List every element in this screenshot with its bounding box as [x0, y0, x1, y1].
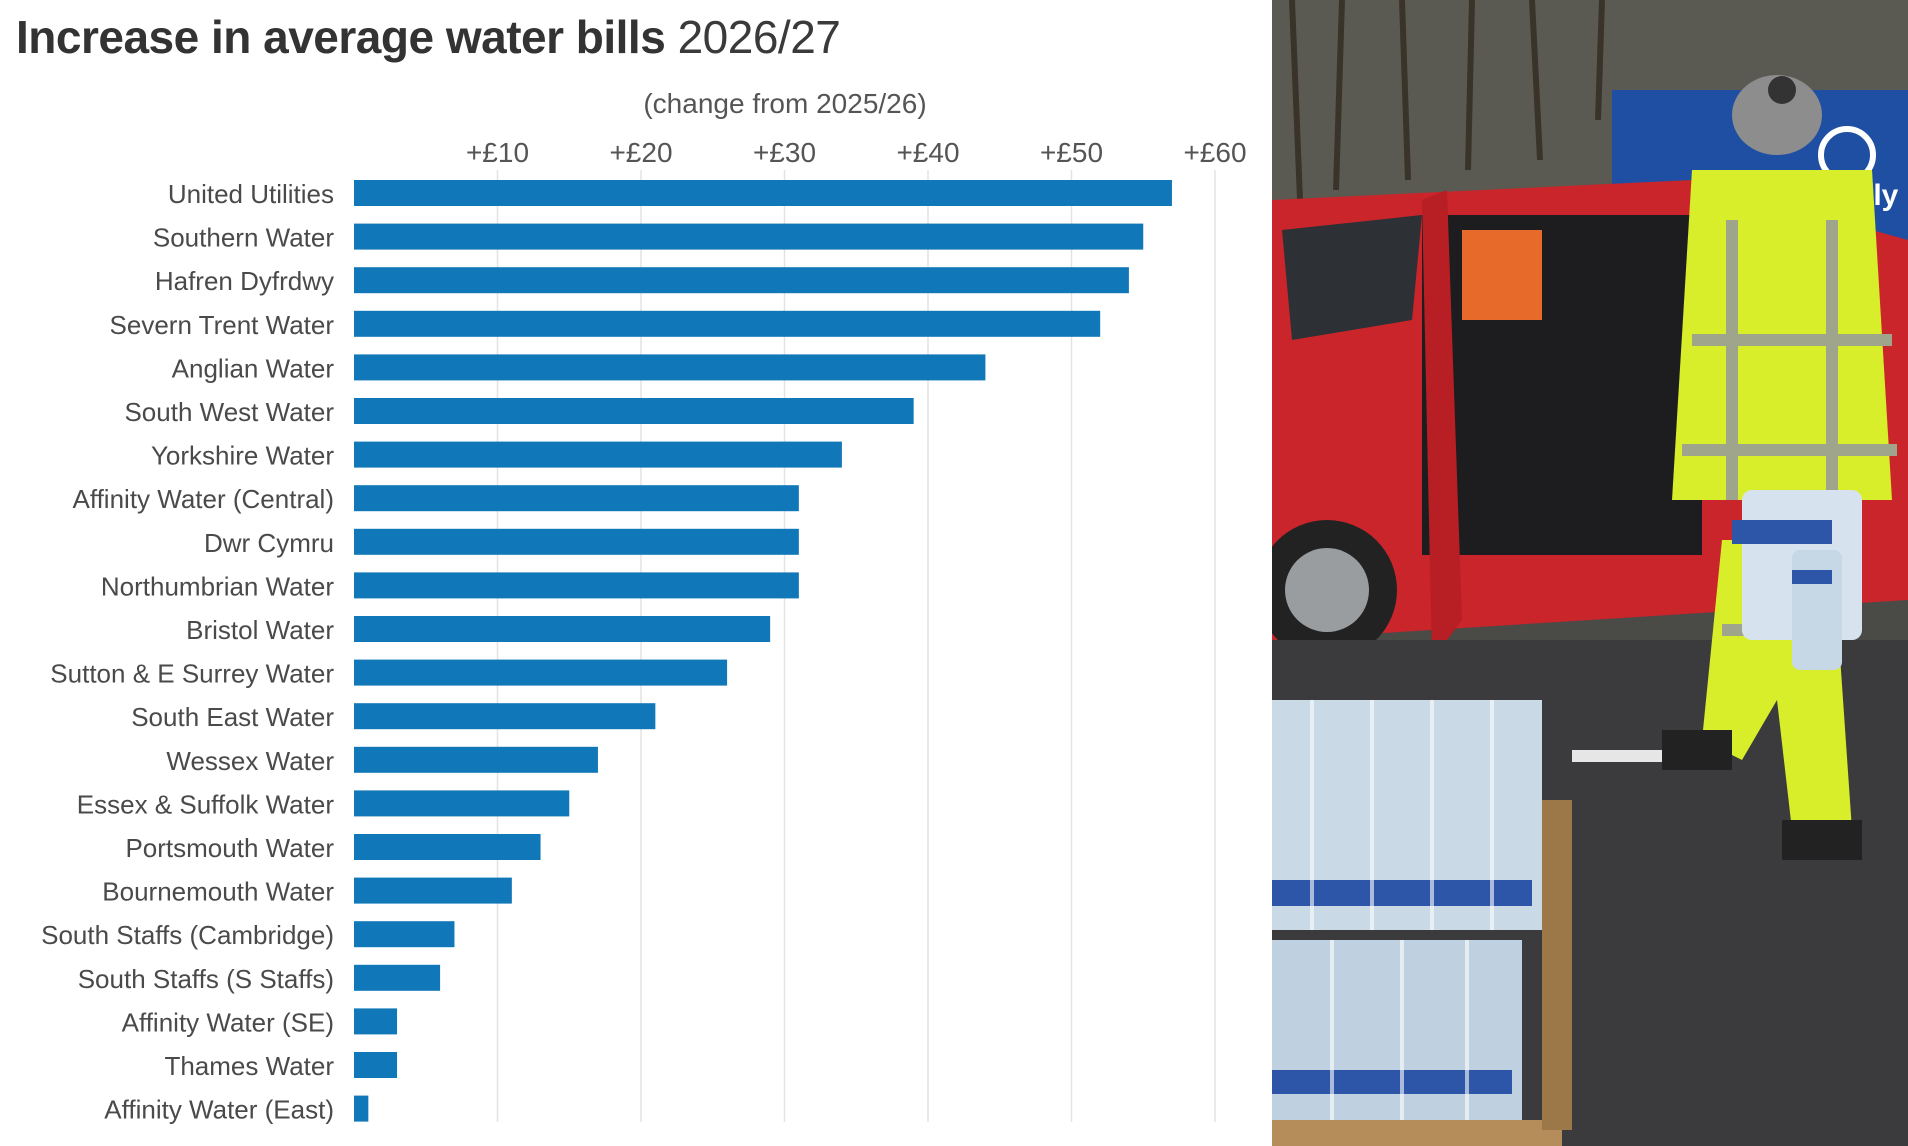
category-label: Affinity Water (Central) — [72, 484, 334, 514]
bar — [354, 877, 512, 904]
photo-water-bottles: Simply — [1272, 0, 1908, 1146]
bar — [354, 485, 799, 512]
bar — [354, 964, 441, 991]
category-label: Northumbrian Water — [101, 571, 334, 601]
category-label: South Staffs (Cambridge) — [41, 920, 334, 950]
bar — [354, 1052, 398, 1078]
bar — [354, 354, 986, 381]
category-label: Southern Water — [153, 223, 334, 253]
category-label: Severn Trent Water — [110, 310, 335, 340]
x-tick-label: +£50 — [1040, 137, 1103, 168]
bar — [354, 572, 799, 599]
chart-panel: Increase in average water bills 2026/27 … — [16, 10, 1247, 1125]
bar — [354, 310, 1101, 337]
category-label: Affinity Water (SE) — [122, 1007, 334, 1037]
bar — [354, 616, 771, 642]
chart-title-year: 2026/27 — [677, 11, 841, 63]
photo-illustration: Simply — [1272, 0, 1908, 1146]
chart-title-main: Increase in average water bills — [16, 11, 666, 63]
category-label: United Utilities — [168, 179, 334, 209]
x-tick-label: +£40 — [896, 137, 959, 168]
x-tick-label: +£10 — [466, 137, 529, 168]
bar — [354, 528, 799, 555]
category-label: Affinity Water (East) — [104, 1095, 334, 1125]
category-label: Essex & Suffolk Water — [77, 789, 335, 819]
bar — [354, 659, 728, 686]
bar — [354, 921, 455, 948]
bar — [354, 441, 842, 468]
category-label: Anglian Water — [172, 353, 335, 383]
category-label: South East Water — [131, 702, 334, 732]
x-tick-label: +£30 — [753, 137, 816, 168]
category-label: South Staffs (S Staffs) — [78, 964, 334, 994]
category-label: Portsmouth Water — [125, 833, 334, 863]
bar — [354, 267, 1129, 294]
bar — [354, 1008, 398, 1035]
bar — [354, 398, 914, 424]
bar — [354, 180, 1172, 206]
x-tick-label: +£60 — [1183, 137, 1246, 168]
category-label: Thames Water — [164, 1051, 334, 1081]
x-tick-label: +£20 — [609, 137, 672, 168]
category-label: South West Water — [124, 397, 334, 427]
bar-chart: +£10 +£20 +£30 +£40 +£50 +£60 United Utilities… — [41, 137, 1246, 1125]
chart-title: Increase in average water bills 2026/27 — [16, 10, 841, 64]
bar — [354, 223, 1144, 250]
category-label: Bournemouth Water — [102, 877, 334, 907]
category-label: Bristol Water — [186, 615, 334, 645]
bar — [354, 790, 570, 817]
bar — [354, 1095, 369, 1122]
bar — [354, 834, 541, 860]
bar — [354, 703, 656, 730]
category-label: Dwr Cymru — [204, 528, 334, 558]
chart-subtitle: (change from 2025/26) — [643, 88, 927, 119]
category-label: Yorkshire Water — [151, 441, 334, 471]
category-label: Hafren Dyfrdwy — [155, 266, 334, 296]
category-label: Wessex Water — [166, 746, 334, 776]
bar — [354, 746, 598, 773]
category-label: Sutton & E Surrey Water — [50, 659, 334, 689]
